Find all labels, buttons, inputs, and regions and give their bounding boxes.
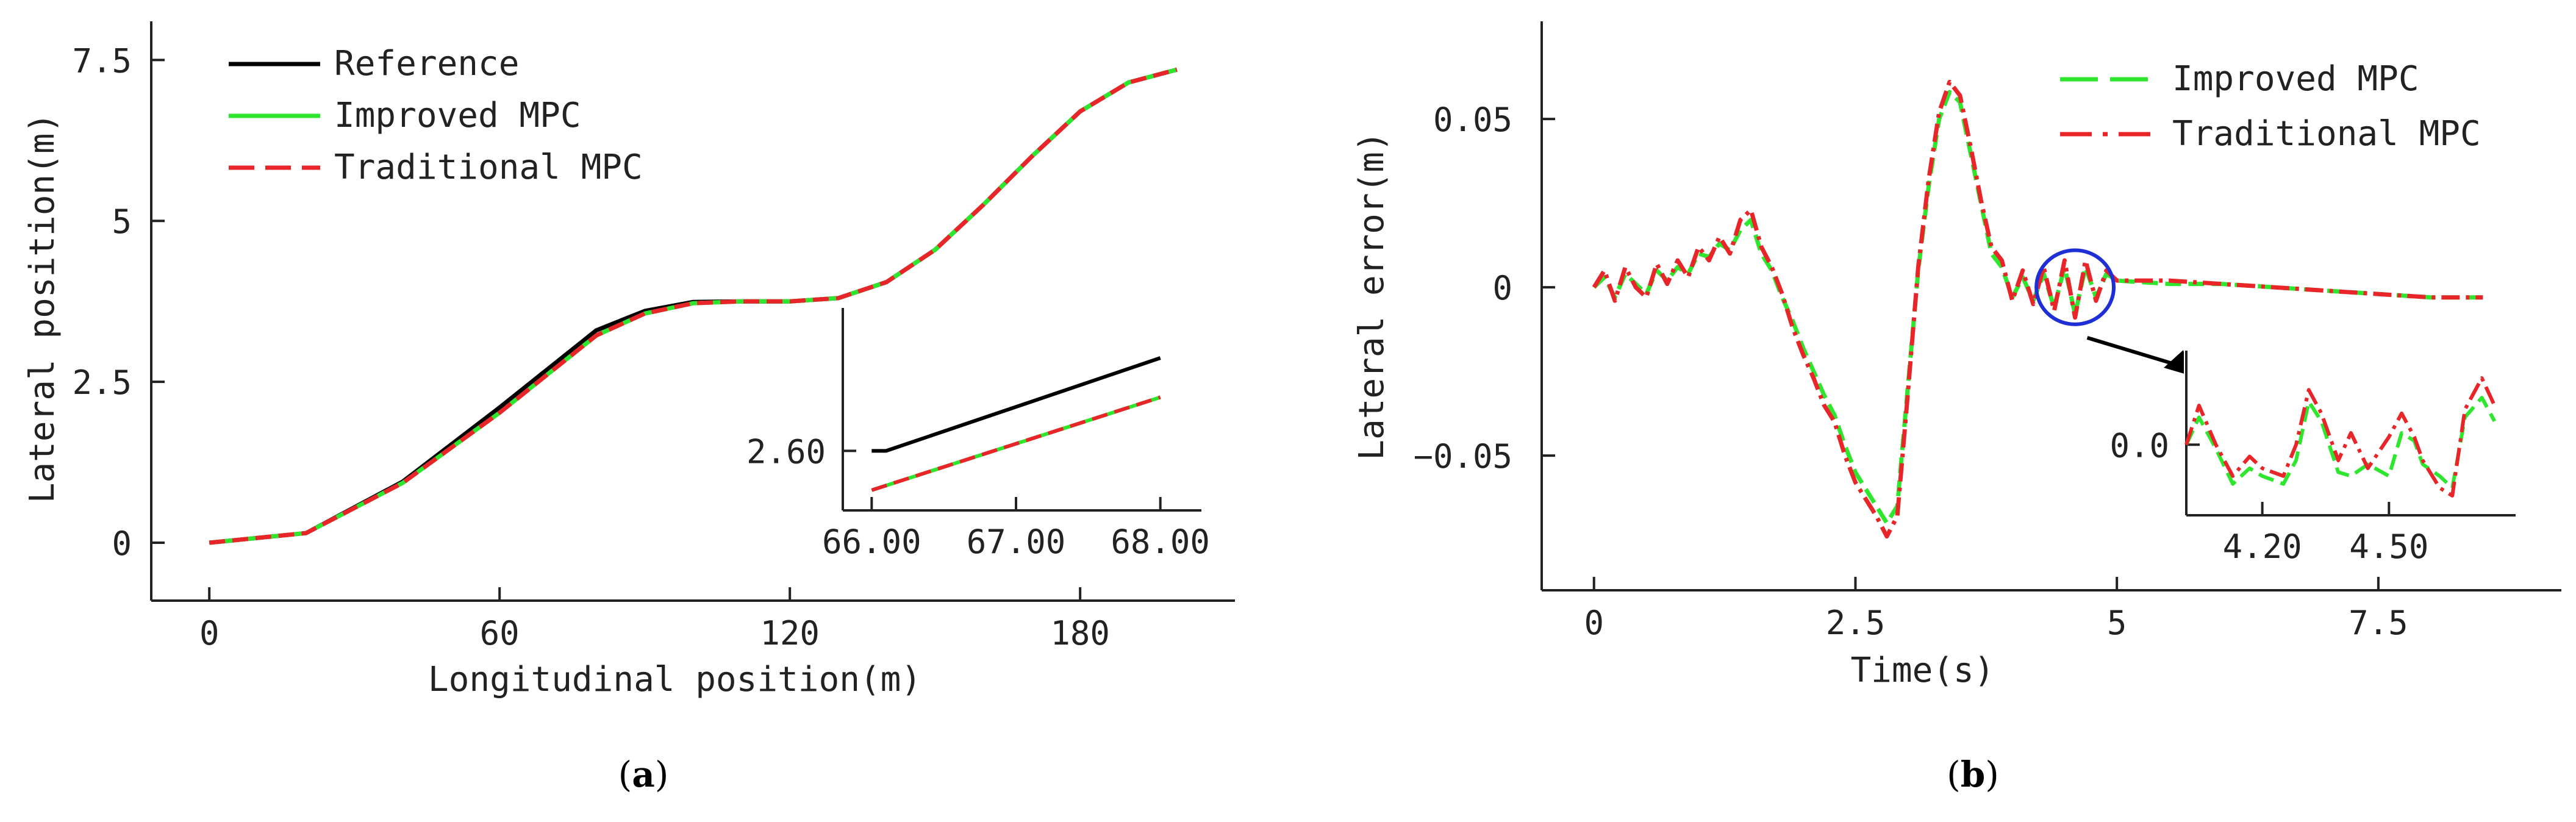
caption-b: (b): [1947, 754, 1999, 795]
y-tick-label: −0.05: [1413, 437, 1512, 476]
inset-b-series-traditional: [2184, 376, 2497, 498]
x-tick-label: 0: [1584, 604, 1604, 642]
legend-label-reference: Reference: [334, 44, 519, 84]
x-tick-label: 7.5: [2349, 604, 2408, 642]
zoom-arrow-shaft: [2086, 335, 2181, 368]
inset-a-series-traditional: [871, 395, 1161, 492]
chart-b-series-traditional: [1592, 79, 2483, 539]
chart-b-lateral-error: 0 2.5 5 7.5 0.05 0 −0.05 Time(s) Lateral error(m…: [1352, 21, 2561, 690]
inset-y-tick-label: 0.0: [2109, 426, 2169, 465]
legend-label-improved: Improved MPC: [2172, 59, 2419, 99]
y-tick-label: 0: [1492, 269, 1512, 307]
x-tick-label: 5: [2107, 604, 2127, 642]
zoom-highlight-ellipse: [2034, 248, 2116, 326]
inset-background: [840, 306, 1205, 513]
y-tick-label: 2.5: [72, 363, 132, 402]
x-tick-label: 2.5: [1826, 604, 1886, 642]
y-axis-title: Lateral error(m): [1352, 131, 1392, 460]
inset-x-tick-label: 4.50: [2349, 527, 2428, 566]
legend-label-improved: Improved MPC: [334, 96, 581, 135]
inset-x-tick-label: 68.00: [1111, 523, 1210, 561]
legend-label-traditional: Traditional MPC: [334, 148, 643, 187]
x-axis-title: Longitudinal position(m): [428, 660, 921, 699]
x-tick-label: 0: [199, 614, 220, 652]
caption-a: (a): [618, 754, 669, 795]
inset-a-series-reference: [871, 356, 1161, 453]
y-axis-title: Lateral position(m): [23, 113, 62, 504]
y-tick-label: 0.05: [1433, 101, 1512, 139]
y-tick-label: 0: [112, 524, 132, 563]
x-tick-label: 60: [480, 614, 520, 652]
legend-label-traditional: Traditional MPC: [2172, 114, 2481, 154]
inset-x-tick-label: 4.20: [2223, 527, 2302, 566]
x-tick-label: 120: [760, 614, 820, 652]
x-tick-label: 180: [1050, 614, 1110, 652]
inset-y-tick-label: 2.60: [746, 432, 826, 471]
inset-b-series-improved: [2184, 396, 2497, 490]
inset-x-tick-label: 66.00: [822, 523, 921, 561]
x-axis-title: Time(s): [1850, 651, 1994, 690]
chart-a-lateral-position: 0 60 120 180 0 2.5 5 7.5 Longitudinal position(m…: [23, 21, 1235, 699]
y-tick-label: 5: [112, 202, 132, 241]
inset-x-tick-label: 67.00: [967, 523, 1066, 561]
chart-a-series-traditional: [209, 67, 1178, 545]
y-tick-label: 7.5: [72, 41, 132, 80]
